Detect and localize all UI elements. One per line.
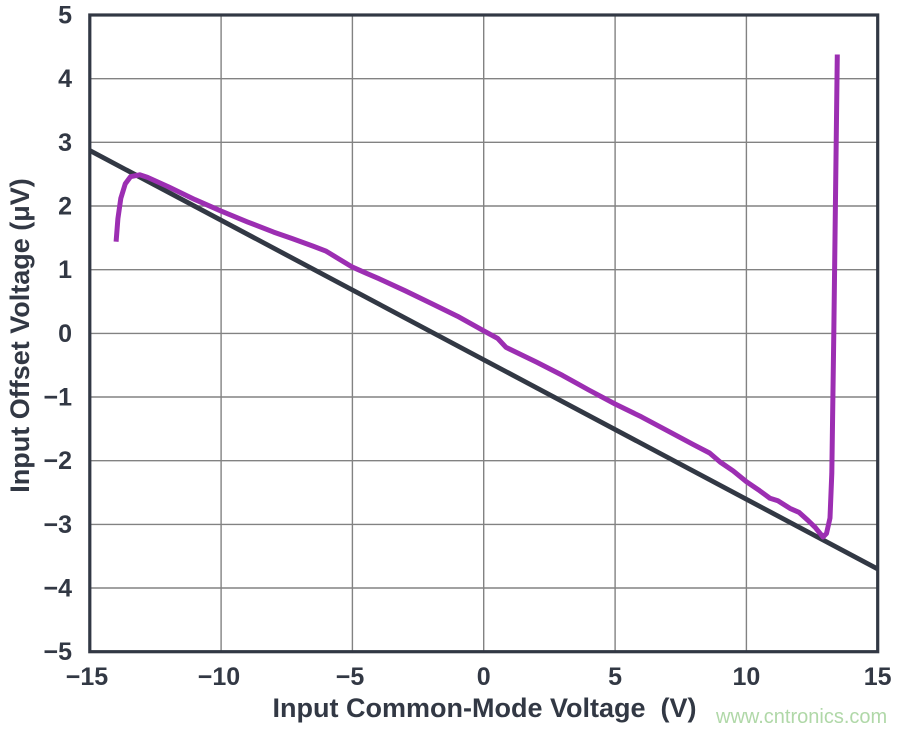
svg-text:0: 0 — [477, 663, 491, 691]
svg-text:15: 15 — [864, 663, 892, 691]
svg-text:−10: −10 — [198, 663, 240, 691]
svg-text:−15: −15 — [66, 663, 109, 691]
svg-text:2: 2 — [58, 193, 72, 221]
svg-text:4: 4 — [58, 65, 72, 93]
svg-text:Input Common-Mode Voltage (V): Input Common-Mode Voltage (V) — [273, 693, 697, 723]
svg-text:−1: −1 — [43, 384, 72, 412]
svg-text:3: 3 — [58, 129, 72, 157]
svg-text:−3: −3 — [43, 511, 72, 539]
svg-text:10: 10 — [732, 663, 760, 691]
svg-text:−2: −2 — [43, 447, 72, 475]
svg-text:www.cntronics.com: www.cntronics.com — [715, 706, 887, 728]
svg-text:5: 5 — [608, 663, 622, 691]
svg-text:−5: −5 — [336, 663, 365, 691]
svg-text:5: 5 — [58, 2, 72, 30]
svg-text:−4: −4 — [43, 575, 72, 603]
svg-text:0: 0 — [58, 320, 72, 348]
svg-text:Input Offset Voltage (μV): Input Offset Voltage (μV) — [5, 178, 35, 493]
svg-text:−5: −5 — [43, 638, 72, 666]
svg-text:1: 1 — [58, 256, 72, 284]
